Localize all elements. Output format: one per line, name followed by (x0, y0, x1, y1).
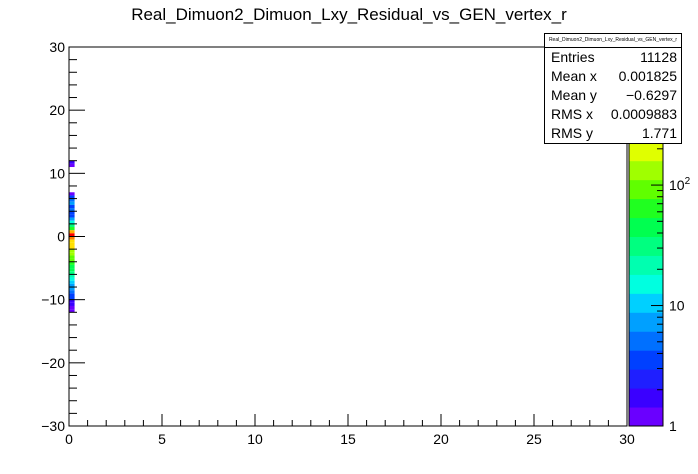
heatmap-cell (69, 208, 75, 212)
heatmap-cell (69, 299, 75, 303)
stats-key: RMS x (551, 106, 593, 122)
heatmap-cell (69, 274, 75, 278)
z-tick-label: 1 (669, 418, 677, 434)
x-tick-label: 0 (65, 431, 73, 447)
stats-value: 1.771 (641, 125, 677, 141)
heatmap-cell (69, 220, 75, 224)
heatmap-cell (69, 249, 75, 253)
heatmap-cell (69, 277, 75, 281)
heatmap-cell (69, 160, 75, 164)
stats-value: 0.001825 (618, 68, 677, 84)
chart-title: Real_Dimuon2_Dimuon_Lxy_Residual_vs_GEN_… (131, 5, 567, 24)
color-scale-band (629, 160, 663, 181)
color-scale-band (629, 217, 663, 237)
heatmap-cell (69, 204, 75, 209)
heatmap-cell (69, 280, 75, 284)
heatmap-cell (69, 290, 75, 294)
stats-row-rms-x: RMS x 0.0009883 (545, 105, 681, 124)
heatmap-cell (69, 211, 75, 215)
color-scale-band (629, 236, 663, 256)
z-tick-label: 10 (669, 298, 685, 314)
x-tick-label: 20 (433, 431, 449, 447)
stats-row-entries: Entries 11128 (545, 48, 681, 67)
stats-row-mean-x: Mean x 0.001825 (545, 67, 681, 86)
y-tick-label: −20 (41, 355, 65, 371)
heatmap-cell (69, 283, 75, 288)
color-scale-band (629, 198, 663, 219)
x-tick-label: 30 (619, 431, 635, 447)
heatmap-cell (69, 230, 75, 234)
x-tick-label: 15 (340, 431, 356, 447)
color-scale-band (629, 274, 663, 294)
heatmap-cell (69, 261, 75, 265)
stats-key: Entries (551, 49, 595, 65)
color-scale-band (629, 331, 663, 351)
heatmap-cell (69, 236, 75, 240)
color-scale-band (629, 255, 663, 275)
stats-box-title: Real_Dimuon2_Dimuon_Lxy_Residual_vs_GEN_… (545, 34, 681, 48)
heatmap-cell (69, 309, 75, 313)
heatmap-cell (69, 233, 75, 237)
stats-value: 0.0009883 (610, 106, 677, 122)
plot-area (69, 47, 627, 426)
y-tick-label: 20 (49, 102, 65, 118)
color-scale-band (629, 293, 663, 313)
heatmap-cell (69, 296, 75, 300)
heatmap-cell (69, 258, 75, 262)
x-tick-label: 5 (158, 431, 166, 447)
heatmap-cell (69, 264, 75, 269)
heatmap-cell (69, 163, 75, 168)
heatmap-cell (69, 252, 75, 256)
heatmap-cell (69, 198, 75, 202)
heatmap-cell (69, 227, 75, 231)
z-tick-label: 102 (669, 176, 691, 193)
heatmap-cell (69, 242, 75, 246)
heatmap-cell (69, 195, 75, 199)
stats-row-mean-y: Mean y −0.6297 (545, 86, 681, 105)
axes: 0 5 10 15 20 25 30 −30 −20 −10 0 10 20 30 (41, 39, 635, 447)
x-tick-label: 10 (247, 431, 263, 447)
heatmap-cell (69, 268, 75, 272)
x-tick-label: 25 (526, 431, 542, 447)
y-tick-label: 10 (49, 165, 65, 181)
heatmap-cell (69, 217, 75, 221)
heatmap-cells (69, 160, 75, 313)
stats-value: −0.6297 (626, 87, 677, 103)
y-tick-label: −10 (41, 292, 65, 308)
heatmap-cell (69, 245, 75, 250)
heatmap-cell (69, 305, 75, 310)
heatmap-cell (69, 287, 75, 291)
stats-row-rms-y: RMS y 1.771 (545, 124, 681, 143)
color-scale-band (629, 179, 663, 200)
heatmap-cell (69, 214, 75, 218)
stats-box: Real_Dimuon2_Dimuon_Lxy_Residual_vs_GEN_… (544, 33, 682, 144)
y-tick-label: 30 (49, 39, 65, 55)
plot-background (69, 47, 627, 426)
color-scale-band (629, 369, 663, 389)
y-tick-label: 0 (57, 229, 65, 245)
color-scale-band (629, 141, 663, 162)
heatmap-cell (69, 255, 75, 259)
y-tick-label: −30 (41, 418, 65, 434)
heatmap-cell (69, 271, 75, 275)
stats-value: 11128 (640, 49, 677, 65)
heatmap-cell (69, 201, 75, 205)
heatmap-cell (69, 223, 75, 228)
color-scale-band (629, 312, 663, 332)
color-scale-band (629, 350, 663, 370)
color-scale-band (629, 407, 663, 427)
heatmap-cell (69, 302, 75, 306)
stats-key: RMS y (551, 125, 593, 141)
heatmap-cell (69, 293, 75, 297)
color-scale-band (629, 388, 663, 408)
heatmap-cell (69, 192, 75, 196)
heatmap-cell (69, 239, 75, 243)
stats-key: Mean x (551, 68, 597, 84)
stats-key: Mean y (551, 87, 597, 103)
